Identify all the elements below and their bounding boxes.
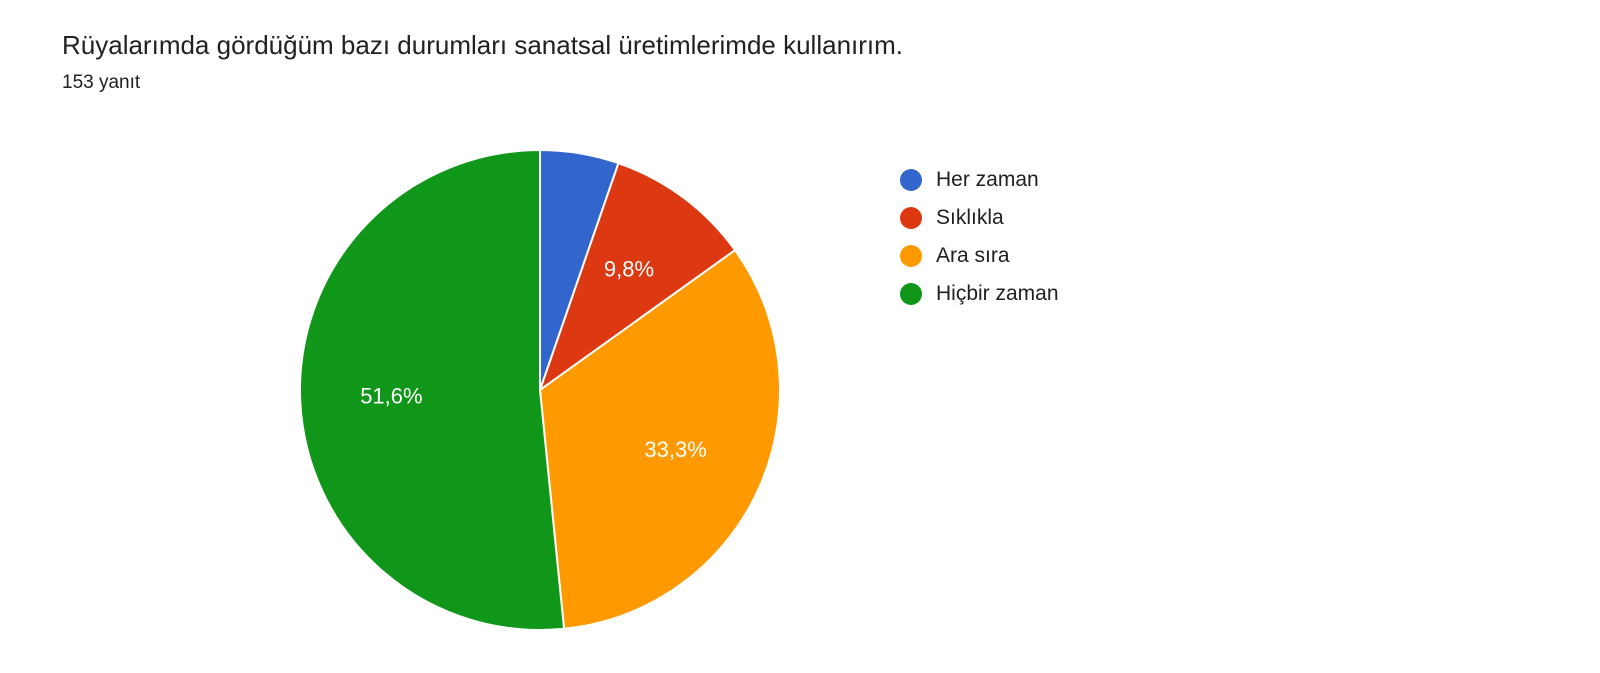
legend-swatch-siklikla (900, 207, 922, 229)
legend-swatch-her_zaman (900, 169, 922, 191)
chart-title: Rüyalarımda gördüğüm bazı durumları sana… (62, 30, 903, 61)
legend-item-her_zaman[interactable]: Her zaman (900, 168, 1059, 192)
pie-chart: 9,8% 33,3% 51,6% (280, 130, 800, 650)
legend-label-ara_sira: Ara sıra (936, 244, 1010, 268)
legend-swatch-hicbir_zaman (900, 283, 922, 305)
legend-label-hicbir_zaman: Hiçbir zaman (936, 282, 1059, 306)
legend-swatch-ara_sira (900, 245, 922, 267)
slice-label-ara_sira: 33,3% (644, 437, 706, 462)
legend-item-ara_sira[interactable]: Ara sıra (900, 244, 1059, 268)
pie-svg: 9,8% 33,3% 51,6% (280, 130, 800, 650)
pie-slice-hicbir_zaman[interactable] (300, 150, 564, 630)
chart-container: Rüyalarımda gördüğüm bazı durumları sana… (0, 0, 1600, 673)
legend-label-siklikla: Sıklıkla (936, 206, 1004, 230)
slice-label-siklikla: 9,8% (604, 257, 654, 282)
response-count: 153 yanıt (62, 72, 140, 94)
legend-item-hicbir_zaman[interactable]: Hiçbir zaman (900, 282, 1059, 306)
legend: Her zaman Sıklıkla Ara sıra Hiçbir zaman (900, 168, 1059, 306)
slice-label-hicbir_zaman: 51,6% (360, 383, 422, 408)
legend-item-siklikla[interactable]: Sıklıkla (900, 206, 1059, 230)
legend-label-her_zaman: Her zaman (936, 168, 1039, 192)
